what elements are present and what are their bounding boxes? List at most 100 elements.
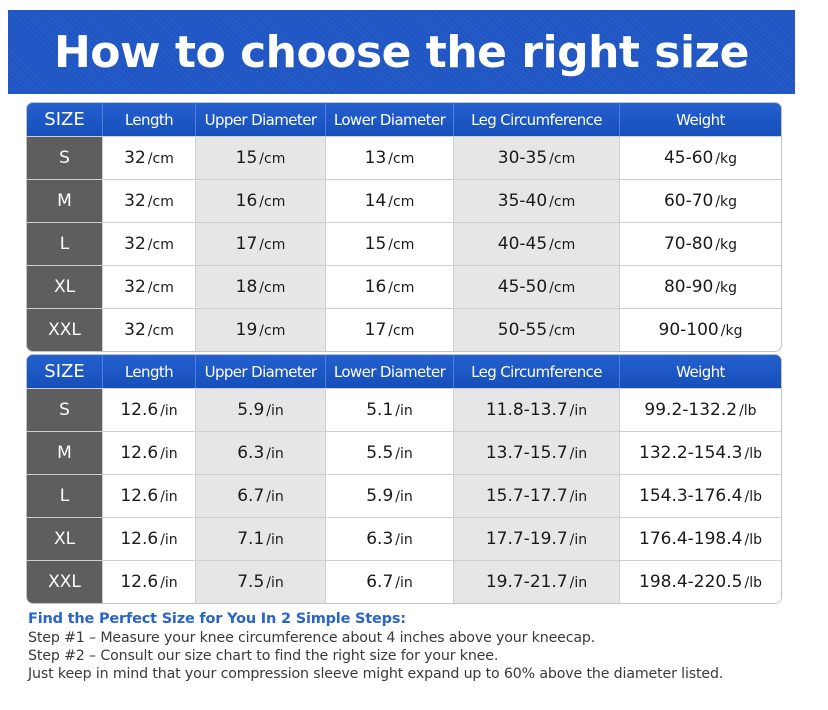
lower-diameter-value: 17 [364, 320, 387, 340]
column-header: Upper Diameter [195, 355, 325, 388]
metric-size-table: SIZE Length Upper Diameter Lower Diameter Le… [26, 102, 782, 352]
upper-diameter-unit: /in [266, 532, 284, 548]
table-row: L 32/cm 17/cm 15/cm 40-45/cm 70-80/kg [27, 222, 781, 265]
weight-value: 45-60 [663, 148, 714, 168]
weight-value: 99.2-132.2 [644, 400, 738, 420]
column-header: Length [102, 355, 195, 388]
length-value: 32 [124, 277, 146, 297]
upper-diameter-unit: /in [266, 446, 284, 462]
weight-unit: /lb [744, 532, 762, 548]
size-label: L [27, 475, 102, 517]
length-unit: /cm [147, 194, 174, 210]
leg-circumference-cell: 17.7-19.7/in [453, 518, 619, 560]
length-value: 32 [124, 234, 146, 254]
upper-diameter-unit: /in [266, 489, 284, 505]
length-value: 32 [124, 148, 146, 168]
upper-diameter-value: 16 [235, 191, 258, 211]
upper-diameter-cell: 6.3/in [195, 432, 325, 474]
lower-diameter-unit: /in [395, 532, 413, 548]
column-header: SIZE [44, 109, 85, 130]
leg-circumference-unit: /in [569, 532, 588, 548]
column-header: Length [102, 103, 195, 136]
upper-diameter-cell: 15/cm [195, 137, 325, 179]
lower-diameter-unit: /cm [388, 237, 415, 253]
lower-diameter-value: 16 [364, 277, 387, 297]
weight-cell: 60-70/kg [619, 180, 781, 222]
instructions-step-1: Step #1 – Measure your knee circumferenc… [28, 630, 596, 646]
upper-diameter-cell: 7.1/in [195, 518, 325, 560]
lower-diameter-unit: /in [395, 575, 413, 591]
size-label: M [27, 180, 102, 222]
instructions: Find the Perfect Size for You In 2 Simpl… [28, 611, 808, 684]
lower-diameter-cell: 17/cm [325, 309, 453, 351]
weight-cell: 80-90/kg [619, 266, 781, 308]
size-label: XXL [27, 309, 102, 351]
upper-diameter-value: 19 [235, 320, 258, 340]
leg-circumference-value: 45-50 [497, 277, 548, 297]
size-label: S [27, 389, 102, 431]
leg-circumference-cell: 13.7-15.7/in [453, 432, 619, 474]
table-header-row: SIZE Length Upper Diameter Lower Diameter Le… [27, 355, 781, 388]
upper-diameter-unit: /cm [259, 194, 286, 210]
weight-unit: /kg [715, 151, 738, 167]
column-header: SIZE [44, 361, 85, 382]
weight-unit: /kg [715, 237, 738, 253]
length-cell: 32/cm [102, 309, 195, 351]
lower-diameter-cell: 6.7/in [325, 561, 453, 603]
leg-circumference-cell: 11.8-13.7/in [453, 389, 619, 431]
length-cell: 12.6/in [102, 518, 195, 560]
length-value: 12.6 [120, 443, 159, 463]
weight-cell: 176.4-198.4/lb [619, 518, 781, 560]
lower-diameter-value: 5.1 [366, 400, 394, 420]
leg-circumference-value: 13.7-15.7 [485, 443, 568, 463]
table-row: M 32/cm 16/cm 14/cm 35-40/cm 60-70/kg [27, 179, 781, 222]
length-cell: 32/cm [102, 223, 195, 265]
weight-cell: 132.2-154.3/lb [619, 432, 781, 474]
lower-diameter-value: 13 [364, 148, 387, 168]
length-unit: /cm [147, 280, 174, 296]
upper-diameter-value: 7.1 [237, 529, 265, 549]
size-label: XXL [27, 561, 102, 603]
weight-value: 80-90 [663, 277, 714, 297]
size-label: XL [27, 518, 102, 560]
weight-unit: /lb [744, 489, 762, 505]
leg-circumference-unit: /in [569, 403, 588, 419]
weight-value: 198.4-220.5 [639, 572, 743, 592]
leg-circumference-value: 19.7-21.7 [485, 572, 568, 592]
length-value: 12.6 [120, 529, 159, 549]
lower-diameter-cell: 14/cm [325, 180, 453, 222]
weight-unit: /kg [720, 323, 743, 339]
lower-diameter-cell: 6.3/in [325, 518, 453, 560]
column-header: Weight [619, 103, 781, 136]
size-label: M [27, 432, 102, 474]
length-unit: /cm [147, 151, 174, 167]
upper-diameter-value: 7.5 [237, 572, 265, 592]
length-cell: 32/cm [102, 180, 195, 222]
leg-circumference-cell: 40-45/cm [453, 223, 619, 265]
weight-cell: 70-80/kg [619, 223, 781, 265]
lower-diameter-value: 14 [364, 191, 387, 211]
imperial-size-table: SIZE Length Upper Diameter Lower Diameter Le… [26, 354, 782, 604]
leg-circumference-value: 35-40 [497, 191, 548, 211]
table-row: S 12.6/in 5.9/in 5.1/in 11.8-13.7/in 99.2-132… [27, 388, 781, 431]
upper-diameter-cell: 19/cm [195, 309, 325, 351]
column-header: Lower Diameter [325, 355, 453, 388]
length-cell: 32/cm [102, 137, 195, 179]
size-label: S [27, 137, 102, 179]
leg-circumference-cell: 35-40/cm [453, 180, 619, 222]
length-unit: /in [160, 489, 178, 505]
length-value: 12.6 [120, 486, 159, 506]
upper-diameter-unit: /in [266, 575, 284, 591]
leg-circumference-unit: /cm [549, 280, 576, 296]
lower-diameter-value: 5.5 [366, 443, 394, 463]
lower-diameter-cell: 5.9/in [325, 475, 453, 517]
lower-diameter-unit: /in [395, 446, 413, 462]
leg-circumference-value: 50-55 [497, 320, 548, 340]
length-cell: 12.6/in [102, 432, 195, 474]
table-header-row: SIZE Length Upper Diameter Lower Diameter Le… [27, 103, 781, 136]
upper-diameter-unit: /in [266, 403, 284, 419]
weight-value: 176.4-198.4 [639, 529, 743, 549]
length-value: 12.6 [120, 572, 159, 592]
leg-circumference-value: 15.7-17.7 [485, 486, 568, 506]
column-header: Leg Circumference [453, 103, 619, 136]
